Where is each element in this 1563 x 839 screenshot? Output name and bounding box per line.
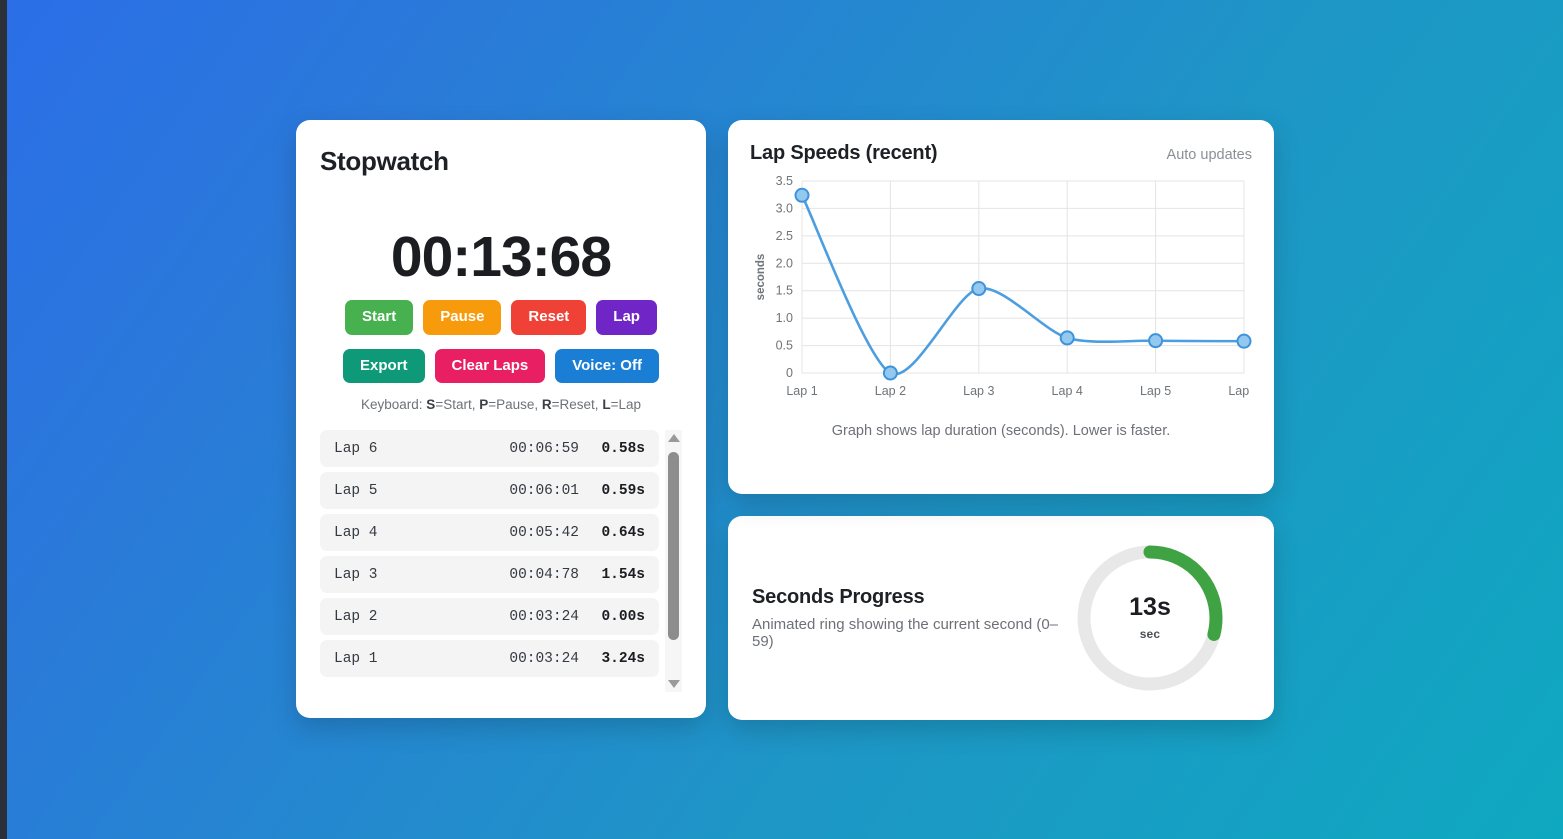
progress-ring-svg [1077,545,1223,691]
chart-data-point[interactable] [971,281,987,297]
keyboard-key-p: P [479,397,489,412]
x-tick-label: Lap 3 [963,384,994,398]
lap-total-time: 00:03:24 [509,650,579,667]
pause-button[interactable]: Pause [423,300,502,335]
keyboard-key-r: R [541,397,552,412]
lap-delta: 1.54s [601,566,645,583]
lap-total-time: 00:05:42 [509,524,579,541]
scrollbar-thumb[interactable] [668,452,679,640]
x-tick-label: Lap 6 [1228,384,1252,398]
page-title: Stopwatch [320,146,449,176]
right-column: Lap Speeds (recent) Auto updates 0 0.5 1.0… [728,120,1274,720]
lap-delta: 0.58s [601,440,645,457]
progress-subtitle: Animated ring showing the current second… [752,616,1059,650]
primary-button-row: Start Pause Reset Lap [320,300,682,335]
y-tick-label: 1.5 [776,284,793,298]
y-tick-label: 3.0 [776,201,793,215]
lap-delta: 0.00s [601,608,645,625]
y-tick-label: 1.0 [776,311,793,325]
chart-data-point[interactable] [882,365,898,381]
keyboard-key-l: L [602,397,611,412]
lap-speeds-chart-card: Lap Speeds (recent) Auto updates 0 0.5 1.0… [728,120,1274,494]
lap-row[interactable]: Lap 6 00:06:59 0.58s [320,430,659,467]
lap-row[interactable]: Lap 3 00:04:78 1.54s [320,556,659,593]
lap-list-container: Lap 6 00:06:59 0.58s Lap 5 00:06:01 0.59s Lap … [320,430,682,692]
y-axis-title: seconds [755,254,767,301]
progress-ring-arc [1077,545,1223,691]
chart-data-point[interactable] [1236,333,1252,349]
progress-ring-unit: sec [1139,627,1161,641]
lap-total-time: 00:06:59 [509,440,579,457]
x-tick-label: Lap 5 [1140,384,1171,398]
lap-list[interactable]: Lap 6 00:06:59 0.58s Lap 5 00:06:01 0.59s Lap … [320,430,659,692]
chart-data-point[interactable] [1148,333,1164,349]
x-tick-label: Lap 2 [875,384,906,398]
progress-title: Seconds Progress [752,586,925,608]
export-button[interactable]: Export [343,348,425,383]
lap-label: Lap 6 [334,440,378,457]
lap-total-time: 00:04:78 [509,566,579,583]
stopwatch-card: Stopwatch 00:13:68 Start Pause Reset Lap Ex… [296,120,706,718]
reset-button[interactable]: Reset [511,300,587,335]
lap-button[interactable]: Lap [596,300,657,335]
auto-updates-label: Auto updates [1166,147,1252,163]
seconds-progress-card: Seconds Progress Animated ring showing t… [728,516,1274,720]
lap-total-time: 00:06:01 [509,482,579,499]
scroll-down-arrow-icon[interactable] [667,680,680,688]
progress-ring-center: 13s sec [1072,540,1228,696]
left-edge-strip [0,0,7,839]
chart-plot-area[interactable]: 0 0.5 1.0 1.5 2.0 2.5 3.0 3.5 Lap 1 Lap 2 Lap 3 Lap… [750,173,1252,413]
timer-display: 00:13:68 [390,225,612,289]
y-tick-label: 0 [786,366,793,380]
progress-ring-value: 13s [1129,593,1171,621]
lap-row[interactable]: Lap 4 00:05:42 0.64s [320,514,659,551]
seconds-progress-ring: 13s sec [1072,540,1228,696]
y-tick-label: 2.5 [776,229,793,243]
lap-delta: 3.24s [601,650,645,667]
lap-delta: 0.59s [601,482,645,499]
lap-label: Lap 3 [334,566,378,583]
lap-row[interactable]: Lap 5 00:06:01 0.59s [320,472,659,509]
lap-delta: 0.64s [601,524,645,541]
chart-data-point[interactable] [794,187,810,203]
lap-label: Lap 2 [334,608,378,625]
lap-label: Lap 5 [334,482,378,499]
chart-data-point[interactable] [1059,330,1075,346]
y-tick-label: 2.0 [776,256,793,270]
x-tick-label: Lap 4 [1052,384,1083,398]
chart-title: Lap Speeds (recent) [750,142,938,164]
secondary-button-row: Export Clear Laps Voice: Off [320,348,682,383]
keyboard-key-s: S [426,397,436,412]
start-button[interactable]: Start [345,300,414,335]
lap-row[interactable]: Lap 1 00:03:24 3.24s [320,640,659,677]
voice-toggle-button[interactable]: Voice: Off [555,348,659,383]
app-layout: Stopwatch 00:13:68 Start Pause Reset Lap Ex… [296,120,1274,720]
chart-caption: Graph shows lap duration (seconds). Lowe… [831,423,1171,439]
x-tick-label: Lap 1 [786,384,817,398]
lap-list-scrollbar[interactable] [665,430,682,692]
y-tick-label: 3.5 [776,174,793,188]
clear-laps-button[interactable]: Clear Laps [434,348,546,383]
lap-total-time: 00:03:24 [509,608,579,625]
lap-speeds-line-chart: 0 0.5 1.0 1.5 2.0 2.5 3.0 3.5 Lap 1 Lap 2 Lap 3 Lap… [755,174,1252,398]
lap-label: Lap 4 [334,524,378,541]
chart-line-series [800,193,1246,376]
scroll-up-arrow-icon[interactable] [667,434,680,442]
keyboard-hint: Keyboard: S=Start, P=Pause, R=Reset, L=L… [361,397,641,412]
lap-row[interactable]: Lap 2 00:03:24 0.00s [320,598,659,635]
lap-label: Lap 1 [334,650,378,667]
y-tick-label: 0.5 [776,339,793,353]
chart-header: Lap Speeds (recent) Auto updates [750,142,1252,165]
progress-text-block: Seconds Progress Animated ring showing t… [752,586,1072,650]
